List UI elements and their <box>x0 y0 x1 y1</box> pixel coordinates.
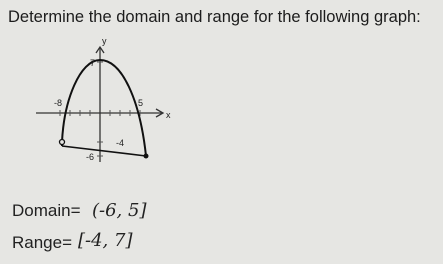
curve <box>61 58 147 157</box>
graph-label: -8 <box>54 98 62 108</box>
graph-label: -6 <box>86 152 94 162</box>
graph-label: 7 <box>90 58 95 68</box>
domain-label: Domain= <box>12 201 81 220</box>
range-value: [-4, 7] <box>78 230 133 251</box>
domain-value: (-6, 5] <box>92 200 147 221</box>
ticks <box>59 61 141 157</box>
segment <box>61 145 147 157</box>
range-label: Range= <box>12 233 72 252</box>
closed-point <box>143 153 149 159</box>
graph-label: -4 <box>116 138 124 148</box>
x-axis-label: x <box>166 110 171 120</box>
y-axis-label: y <box>102 36 107 46</box>
open-point <box>58 138 66 146</box>
question: Determine the domain and range for the f… <box>8 8 421 26</box>
x-arrow <box>155 108 165 118</box>
graph-label: 5 <box>138 98 143 108</box>
y-arrow <box>95 45 105 54</box>
